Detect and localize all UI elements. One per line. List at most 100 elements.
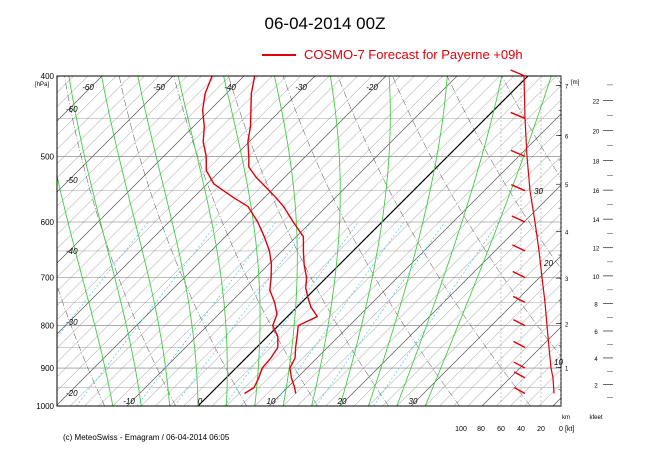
height-unit-km: km — [562, 415, 570, 421]
wind-barb — [513, 319, 526, 327]
dry-adiabat — [446, 76, 561, 270]
isotherm-label-top: -20 — [366, 83, 378, 92]
isotherm — [425, 269, 561, 406]
isotherm — [581, 76, 650, 406]
mixing-ratio-line — [76, 221, 219, 406]
moist-adiabat — [223, 76, 261, 406]
mixing-ratio-line — [136, 221, 277, 406]
dry-adiabat — [501, 76, 561, 179]
kfeet-tick-label: 4 — [594, 357, 598, 363]
dry-adiabat — [392, 76, 561, 357]
isotherm-label-top: -50 — [153, 83, 165, 92]
isotherm — [339, 184, 561, 406]
wind-isotach-label: 30 — [534, 187, 543, 196]
isotherm — [57, 76, 216, 235]
dewpoint-profile — [201, 76, 279, 395]
isotherm — [552, 397, 561, 406]
isotherm — [0, 76, 45, 406]
kfeet-tick-label: 12 — [593, 247, 600, 253]
dry-adiabat — [57, 284, 105, 406]
isotherm — [155, 76, 486, 406]
isotherm — [98, 76, 429, 406]
moist-adiabat — [177, 76, 228, 406]
isotherm — [57, 76, 358, 377]
isotherm — [396, 241, 561, 406]
kfeet-tick-label: 8 — [594, 303, 598, 309]
isotherm — [453, 298, 561, 406]
wind-axis-tick-label: 60 — [497, 426, 505, 433]
isotherm — [0, 76, 17, 406]
height-tick-label: 7 — [565, 84, 569, 90]
isotherm — [368, 213, 561, 406]
moist-adiabat — [137, 76, 199, 406]
wind-isotach-label: 10 — [554, 358, 563, 367]
moist-adiabat — [339, 76, 391, 406]
wind-barb — [512, 244, 526, 252]
wind-barb — [512, 270, 526, 279]
isotherm — [57, 76, 387, 406]
isotherm — [57, 76, 145, 164]
pressure-unit-label: [hPa] — [35, 82, 49, 88]
isotherm-label-left: -30 — [66, 318, 78, 327]
isotherm-label-left: -20 — [66, 389, 78, 398]
legend-line-swatch — [262, 53, 296, 56]
legend-label: COSMO-7 Forecast for Payerne +09h — [304, 47, 523, 62]
kfeet-tick-label: 16 — [593, 189, 600, 195]
pressure-tick-label: 400 — [41, 72, 55, 81]
dry-adiabat — [282, 76, 460, 406]
isotherm — [57, 76, 230, 250]
isotherm — [254, 99, 561, 406]
kfeet-tick-label: 6 — [594, 330, 598, 336]
temperature-profile — [247, 76, 318, 394]
legend: COSMO-7 Forecast for Payerne +09h — [262, 47, 523, 62]
kfeet-tick-label: 20 — [593, 130, 600, 136]
wind-speed-profile — [523, 75, 555, 394]
kfeet-tick-label: 18 — [593, 160, 600, 166]
isotherm — [0, 76, 31, 406]
isotherm — [283, 127, 561, 406]
wind-barb — [510, 184, 526, 192]
isotherm — [610, 76, 650, 406]
isotherm — [57, 76, 202, 221]
wind-axis-tick-label: 100 — [455, 426, 467, 433]
pressure-tick-label: 700 — [41, 274, 55, 283]
isotherm — [57, 76, 372, 392]
moist-adiabat — [367, 76, 448, 406]
isotherm — [57, 76, 330, 349]
wind-barb — [510, 149, 526, 158]
wind-barb — [511, 215, 526, 223]
height-tick-label: 5 — [565, 183, 569, 189]
isotherm-label-top: -40 — [224, 83, 236, 92]
isotherm — [567, 76, 650, 406]
wind-barb — [513, 371, 526, 379]
pressure-tick-label: 600 — [41, 218, 55, 227]
wind-isotach-label: 20 — [543, 259, 553, 268]
isotherm — [112, 76, 443, 406]
isotherm — [57, 76, 273, 292]
kfeet-tick-label: 22 — [593, 99, 600, 105]
isotherm — [226, 76, 557, 406]
isotherm — [169, 76, 500, 406]
isotherm — [311, 156, 561, 406]
isotherm — [57, 76, 60, 79]
isotherm — [57, 76, 344, 363]
isotherm — [439, 284, 561, 406]
kfeet-unit-label: kfeet — [589, 415, 602, 421]
isotherm — [410, 255, 561, 406]
dry-adiabat — [337, 76, 531, 406]
isotherm-label-bottom: 20 — [337, 397, 347, 406]
isotherm — [70, 76, 401, 406]
moist-adiabat — [101, 76, 171, 406]
isotherm — [354, 198, 561, 406]
dry-adiabat — [173, 76, 318, 406]
isotherm — [268, 113, 561, 406]
isotherm-label-left: -50 — [66, 176, 78, 185]
wind-axis-tick-label: 0 — [559, 426, 563, 433]
mixing-ratio-line — [315, 221, 446, 406]
wind-axis-tick-label: 80 — [477, 426, 485, 433]
isotherm — [325, 170, 561, 406]
isotherm — [481, 326, 561, 406]
kfeet-tick-label: 14 — [593, 218, 600, 224]
